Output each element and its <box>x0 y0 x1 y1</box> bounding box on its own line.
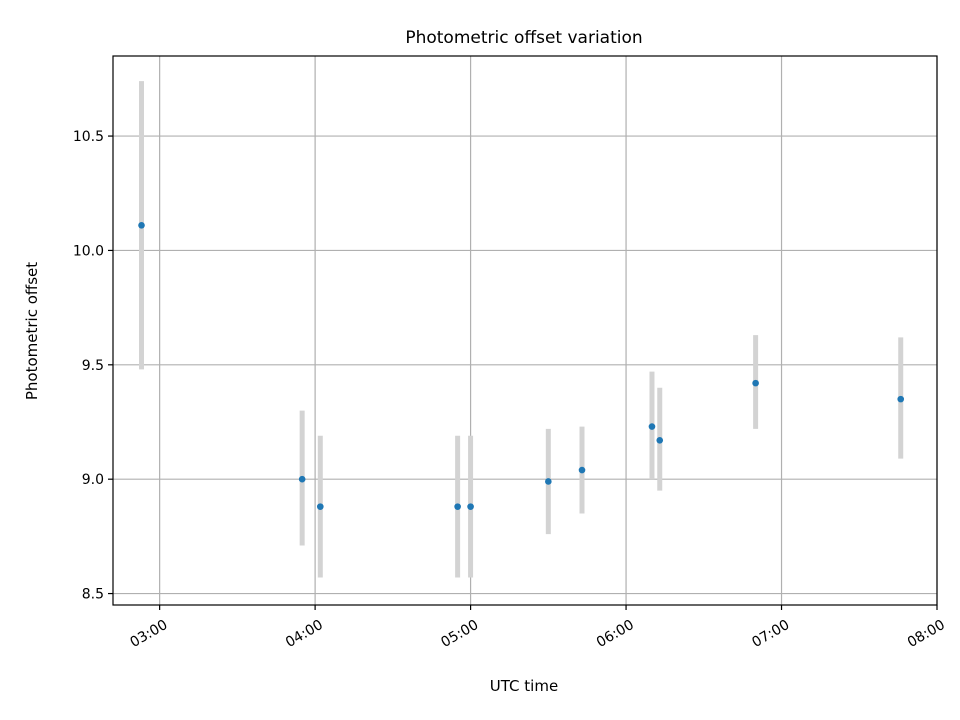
y-tick-label: 8.5 <box>82 587 104 603</box>
data-points <box>138 221 905 510</box>
y-tick-label: 9.0 <box>82 472 104 488</box>
grid <box>113 56 938 605</box>
x-tick-label: 06:00 <box>594 617 637 651</box>
errorbars <box>139 81 904 578</box>
x-axis-label: UTC time <box>490 677 558 695</box>
y-axis-ticks: 8.5 9.0 9.5 10.0 10.5 <box>73 129 113 603</box>
y-tick-label: 9.5 <box>82 358 104 374</box>
x-tick-label: 04:00 <box>283 617 326 651</box>
x-axis-ticks: 03:00 04:00 05:00 06:00 07:00 08:00 <box>127 605 948 651</box>
data-point <box>578 466 586 474</box>
x-tick-label: 05:00 <box>438 617 481 651</box>
data-point <box>545 478 552 485</box>
data-point <box>648 423 656 430</box>
x-tick-label: 03:00 <box>127 617 170 651</box>
chart-title: Photometric offset variation <box>405 28 642 48</box>
y-axis-label: Photometric offset <box>23 262 41 400</box>
data-point <box>656 437 664 444</box>
x-tick-label: 08:00 <box>905 617 948 651</box>
y-tick-label: 10.5 <box>73 129 104 145</box>
data-point <box>316 503 324 510</box>
y-tick-label: 10.0 <box>73 243 104 259</box>
data-point <box>467 503 474 510</box>
data-point <box>298 475 306 483</box>
data-point <box>897 395 905 403</box>
data-point <box>454 503 461 510</box>
data-point <box>752 379 759 387</box>
x-tick-label: 07:00 <box>749 617 792 651</box>
plot-frame <box>112 55 938 606</box>
data-point <box>138 221 145 229</box>
